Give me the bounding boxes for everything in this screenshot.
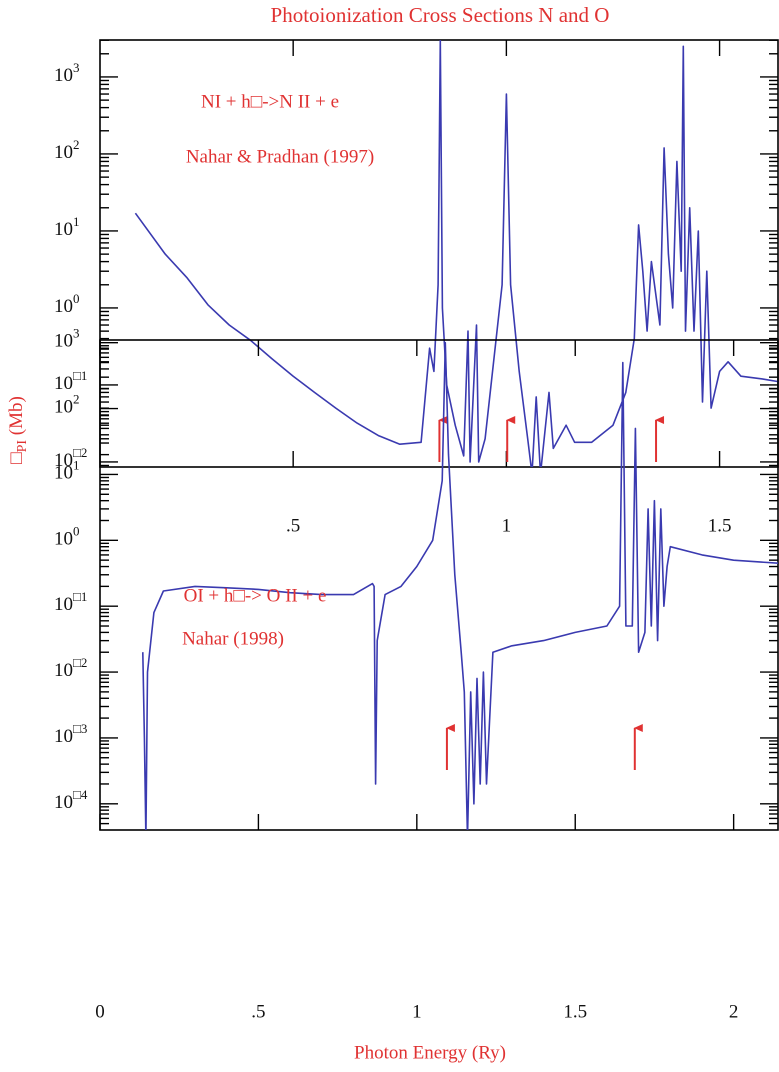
y-tick-label: 102 (54, 137, 80, 163)
plot-frame (99, 339, 779, 831)
y-tick-label: 10□3 (54, 721, 87, 747)
x-tick-label: .5 (251, 1001, 265, 1022)
plot-area (142, 341, 779, 830)
y-tick-label: 100 (54, 523, 80, 549)
y-tick-label: 10□1 (54, 368, 87, 394)
y-tick-label: 100 (54, 291, 80, 317)
y-tick-label: 101 (54, 457, 80, 483)
plot-area (134, 40, 779, 467)
y-tick-label: 103 (54, 60, 80, 86)
annotation: Nahar & Pradhan (1997) (186, 146, 374, 167)
x-tick-label: .5 (286, 515, 300, 536)
y-tick-label: 102 (54, 392, 80, 418)
x-axis-label: Photon Energy (Ry) (354, 1042, 506, 1063)
y-tick-label: 101 (54, 214, 80, 240)
annotation: OI + h□-> O II + e (184, 585, 327, 606)
y-tick-label: 10□2 (54, 655, 87, 681)
y-tick-label: 10□1 (54, 589, 87, 615)
data-line (142, 341, 779, 830)
annotation: NI + h□->N II + e (201, 91, 339, 112)
x-tick-label: 1 (502, 515, 512, 536)
x-tick-label: 0 (95, 1001, 105, 1022)
data-line (134, 40, 779, 467)
x-tick-label: 2 (729, 1001, 739, 1022)
x-tick-label: 1 (412, 1001, 422, 1022)
chart-title: Photoionization Cross Sections N and O (271, 3, 610, 27)
y-axis-label: □PI (Mb) (6, 396, 30, 464)
y-tick-label: 103 (54, 326, 80, 352)
x-tick-label: 1.5 (563, 1001, 587, 1022)
annotation: Nahar (1998) (182, 628, 284, 649)
y-tick-label: 10□2 (54, 445, 87, 471)
y-tick-label: 10□4 (54, 787, 88, 813)
x-tick-label: 1.5 (708, 515, 732, 536)
